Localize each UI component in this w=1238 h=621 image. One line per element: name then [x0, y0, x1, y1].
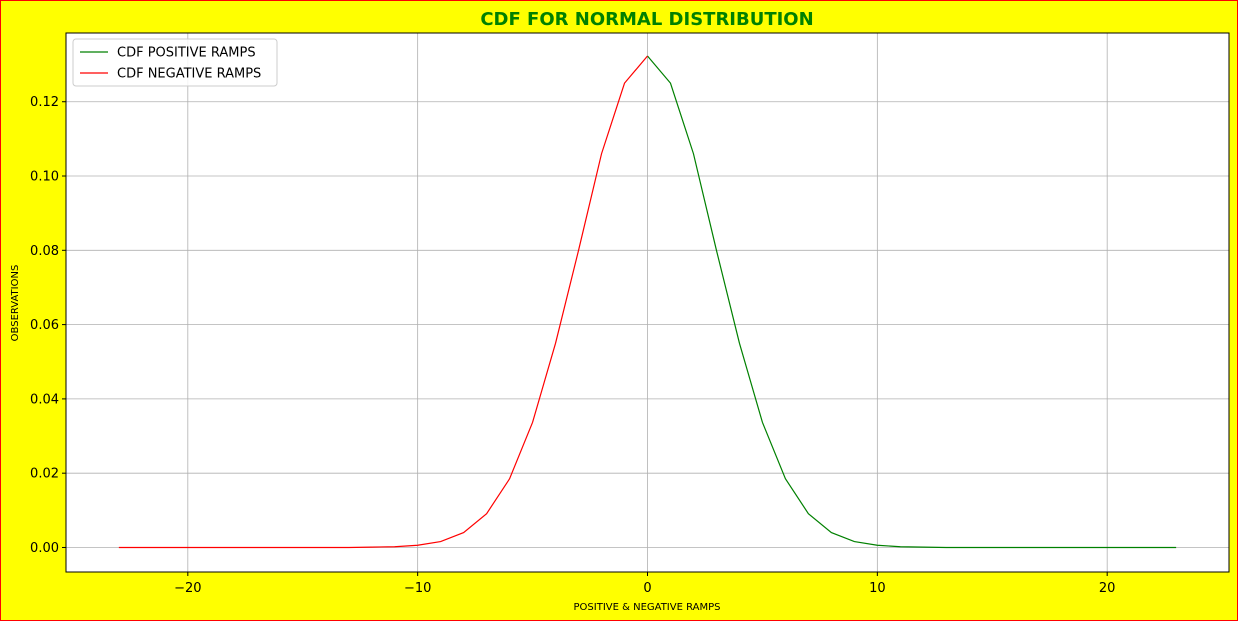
y-axis-label: OBSERVATIONS: [10, 265, 21, 342]
series-line-0: [647, 55, 1177, 549]
series-line-1: [118, 55, 648, 549]
chart-title: CDF FOR NORMAL DISTRIBUTION: [480, 9, 813, 30]
legend-entry-1: CDF NEGATIVE RAMPS: [117, 67, 261, 82]
x-tick-label: −20: [174, 581, 201, 596]
legend: CDF POSITIVE RAMPS CDF NEGATIVE RAMPS: [72, 38, 278, 87]
x-tick-label: 20: [1099, 581, 1116, 596]
y-tick-label: 0.04: [30, 392, 59, 407]
y-tick-label: 0.12: [30, 95, 59, 110]
y-tick-label: 0.06: [30, 318, 59, 333]
y-tick-label: 0.10: [30, 170, 59, 185]
y-tick-label: 0.08: [30, 244, 59, 259]
legend-box: [72, 38, 278, 87]
plot-area: −20 −10 0 10 20 0.00 0.02 0.04 0.06 0.08 0.10 0.12 C…: [30, 32, 1230, 596]
x-tick-label: 0: [643, 581, 651, 596]
x-tick-label: −10: [404, 581, 431, 596]
legend-entry-0: CDF POSITIVE RAMPS: [117, 46, 256, 61]
x-axis-label: POSITIVE & NEGATIVE RAMPS: [574, 602, 721, 613]
y-tick-label: 0.00: [30, 541, 59, 556]
x-tick-label: 10: [869, 581, 886, 596]
y-tick-label: 0.02: [30, 467, 59, 482]
